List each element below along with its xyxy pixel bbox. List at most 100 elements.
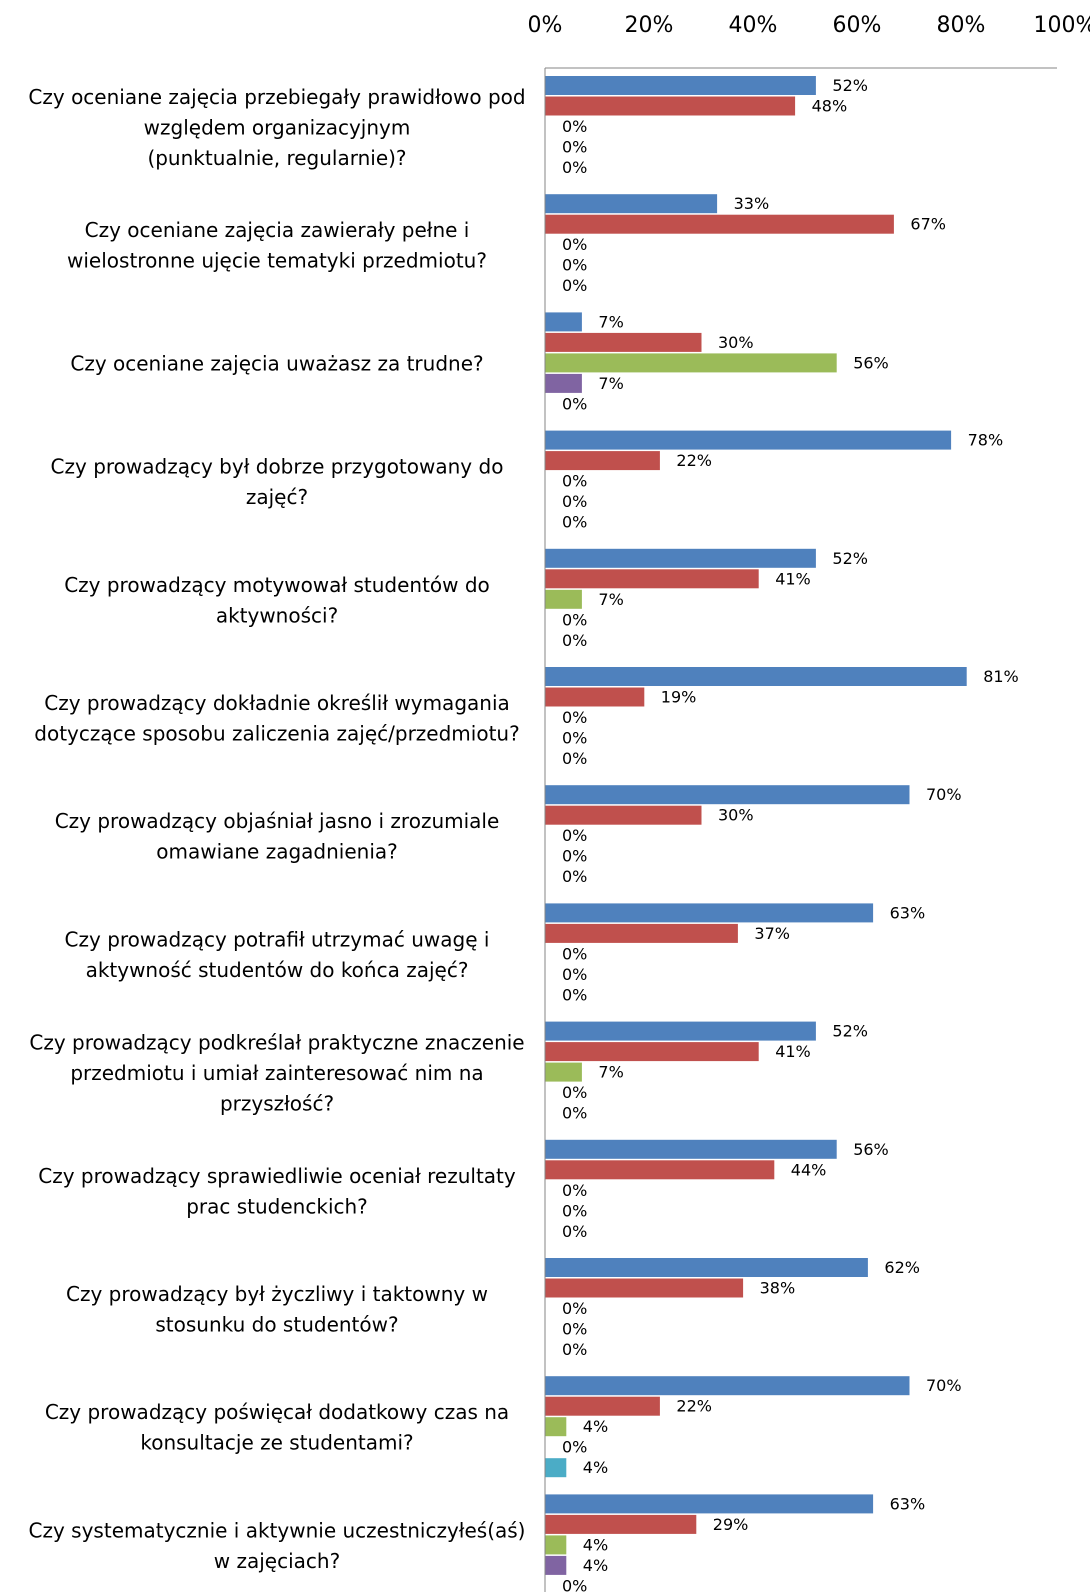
data-label: 4% <box>583 1458 608 1477</box>
category-label: Czy prowadzący sprawiedliwie oceniał rez… <box>38 1164 516 1219</box>
data-label: 70% <box>926 785 962 804</box>
x-tick-label: 20% <box>625 13 674 38</box>
category-label: Czy prowadzący dokładnie określił wymaga… <box>34 691 519 746</box>
axes <box>544 67 1057 1592</box>
category-label: Czy prowadzący objaśniał jasno i zrozumi… <box>55 809 500 864</box>
data-label: 52% <box>832 1022 868 1041</box>
category-label: Czy prowadzący poświęcał dodatkowy czas … <box>45 1400 509 1455</box>
data-label: 7% <box>598 590 623 609</box>
data-label: 0% <box>562 276 587 295</box>
data-label: 19% <box>661 688 697 707</box>
data-label: 7% <box>598 374 623 393</box>
data-label: 0% <box>562 1340 587 1359</box>
data-label: 0% <box>562 1576 587 1592</box>
bar <box>545 1042 759 1062</box>
bar <box>545 1139 837 1159</box>
data-label: 0% <box>562 944 587 963</box>
data-label: 0% <box>562 492 587 511</box>
data-label: 4% <box>583 1556 608 1575</box>
data-label: 0% <box>562 513 587 532</box>
data-label: 52% <box>832 76 868 95</box>
bar <box>545 430 952 450</box>
data-label: 0% <box>562 749 587 768</box>
data-label: 63% <box>890 903 926 922</box>
data-label: 41% <box>775 569 811 588</box>
data-label: 0% <box>562 1299 587 1318</box>
data-label: 0% <box>562 610 587 629</box>
bar <box>545 451 660 471</box>
category-label: Czy oceniane zajęcia uważasz za trudne? <box>70 352 483 376</box>
category-label: Czy prowadzący motywował studentów do akt… <box>64 573 490 628</box>
bar <box>545 589 582 609</box>
data-label: 44% <box>791 1160 827 1179</box>
bar <box>545 1160 775 1180</box>
data-label: 0% <box>562 729 587 748</box>
data-label: 7% <box>598 1063 623 1082</box>
x-tick-label: 0% <box>528 13 563 38</box>
data-label: 0% <box>562 117 587 136</box>
bar <box>545 353 837 373</box>
x-tick-label: 80% <box>937 13 986 38</box>
data-label: 22% <box>676 1397 712 1416</box>
data-label: 0% <box>562 1438 587 1457</box>
bar <box>545 1376 910 1396</box>
data-label: 33% <box>734 194 770 213</box>
data-label: 48% <box>812 97 848 116</box>
data-label: 0% <box>562 1104 587 1123</box>
data-label: 0% <box>562 472 587 491</box>
data-label: 22% <box>676 451 712 470</box>
data-label: 41% <box>775 1042 811 1061</box>
data-label: 81% <box>983 667 1019 686</box>
x-tick-label: 60% <box>833 13 882 38</box>
bar <box>545 687 645 707</box>
data-label: 67% <box>910 215 946 234</box>
bar <box>545 332 702 352</box>
bar <box>545 1535 567 1555</box>
bar <box>545 1278 744 1298</box>
bar <box>545 373 582 393</box>
category-label: Czy prowadzący był życzliwy i taktowny w… <box>66 1282 488 1337</box>
bar <box>545 548 816 568</box>
data-label: 0% <box>562 708 587 727</box>
category-label: Czy systematycznie i aktywnie uczestnicz… <box>29 1518 526 1573</box>
data-label: 0% <box>562 826 587 845</box>
bar <box>545 1396 660 1416</box>
bar <box>545 923 738 943</box>
data-label: 0% <box>562 1083 587 1102</box>
bar <box>545 76 816 95</box>
bar <box>545 667 967 686</box>
data-label: 56% <box>853 1140 889 1159</box>
bar <box>545 1021 816 1041</box>
data-label: 4% <box>583 1535 608 1554</box>
data-label: 0% <box>562 985 587 1004</box>
x-axis-ticks: 0% 20% 40% 60% 80% 100% <box>528 13 1090 38</box>
category-label: Czy oceniane zajęcia przebiegały prawidł… <box>28 85 525 170</box>
data-label: 0% <box>562 138 587 157</box>
bar <box>545 312 582 332</box>
data-label: 56% <box>853 353 889 372</box>
data-label: 0% <box>562 965 587 984</box>
data-label: 37% <box>754 924 790 943</box>
category-label: Czy prowadzący podkreślał praktyczne zna… <box>29 1030 524 1115</box>
data-label: 0% <box>562 631 587 650</box>
category-label: Czy prowadzący był dobrze przygotowany d… <box>51 455 504 510</box>
data-label: 0% <box>562 158 587 177</box>
data-label: 38% <box>760 1279 796 1298</box>
data-label: 30% <box>718 333 754 352</box>
category-label: Czy oceniane zajęcia zawierały pełne i wi… <box>67 218 487 273</box>
data-label: 4% <box>583 1417 608 1436</box>
bar <box>545 1258 868 1277</box>
data-label: 63% <box>890 1494 926 1513</box>
data-label: 7% <box>598 312 623 331</box>
data-label: 0% <box>562 235 587 254</box>
bar <box>545 1494 874 1514</box>
data-label: 30% <box>718 806 754 825</box>
data-label: 0% <box>562 256 587 275</box>
bar <box>545 805 702 825</box>
bar <box>545 903 874 923</box>
data-label: 70% <box>926 1376 962 1395</box>
data-label: 0% <box>562 1201 587 1220</box>
data-label: 62% <box>884 1258 920 1277</box>
data-label: 52% <box>832 549 868 568</box>
bar <box>545 1062 582 1082</box>
